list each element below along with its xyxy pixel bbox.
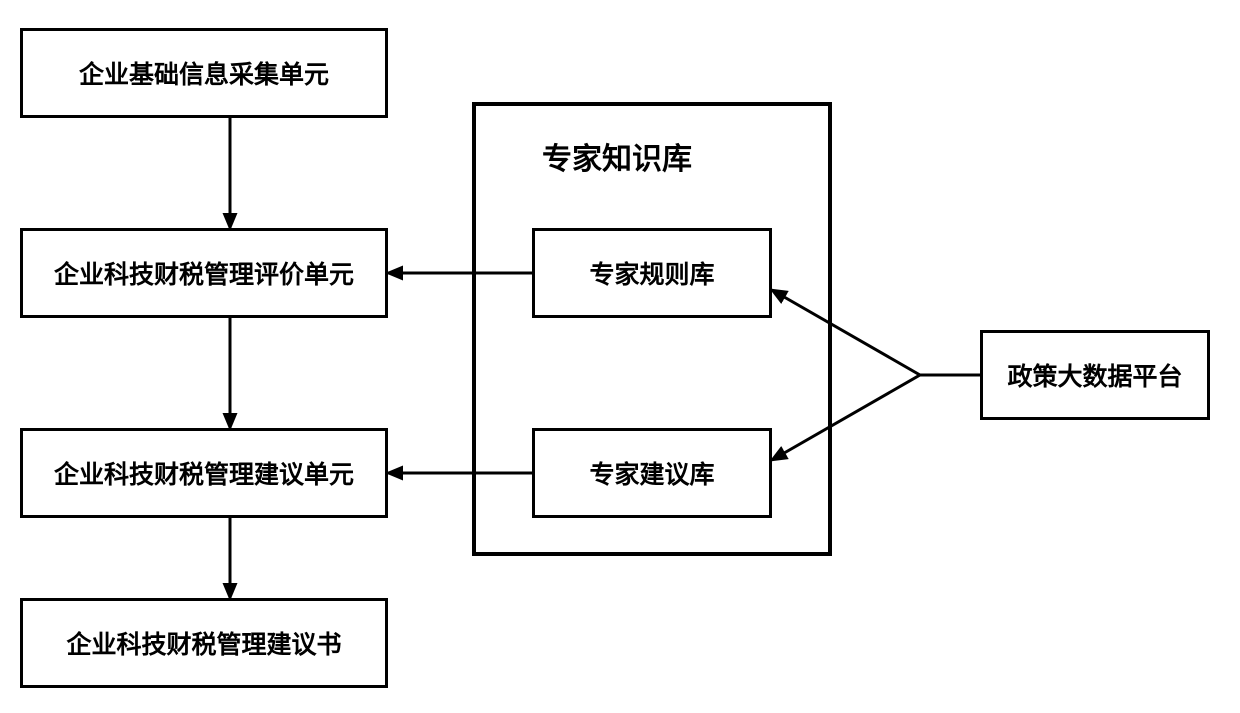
node-platform-label: 政策大数据平台 [1007,357,1182,393]
node-suggest: 企业科技财税管理建议单元 [20,428,388,518]
node-report: 企业科技财税管理建议书 [20,598,388,688]
node-advbase-label: 专家建议库 [589,455,714,491]
node-platform: 政策大数据平台 [980,330,1210,420]
node-suggest-label: 企业科技财税管理建议单元 [54,455,354,491]
node-advbase: 专家建议库 [532,428,772,518]
node-rulebase: 专家规则库 [532,228,772,318]
node-collect-label: 企业基础信息采集单元 [79,55,329,91]
node-report-label: 企业科技财税管理建议书 [66,625,341,661]
node-collect: 企业基础信息采集单元 [20,28,388,118]
container-knowledge-base-title: 专家知识库 [542,134,692,178]
node-evaluate: 企业科技财税管理评价单元 [20,228,388,318]
node-rulebase-label: 专家规则库 [589,255,714,291]
node-evaluate-label: 企业科技财税管理评价单元 [54,255,354,291]
